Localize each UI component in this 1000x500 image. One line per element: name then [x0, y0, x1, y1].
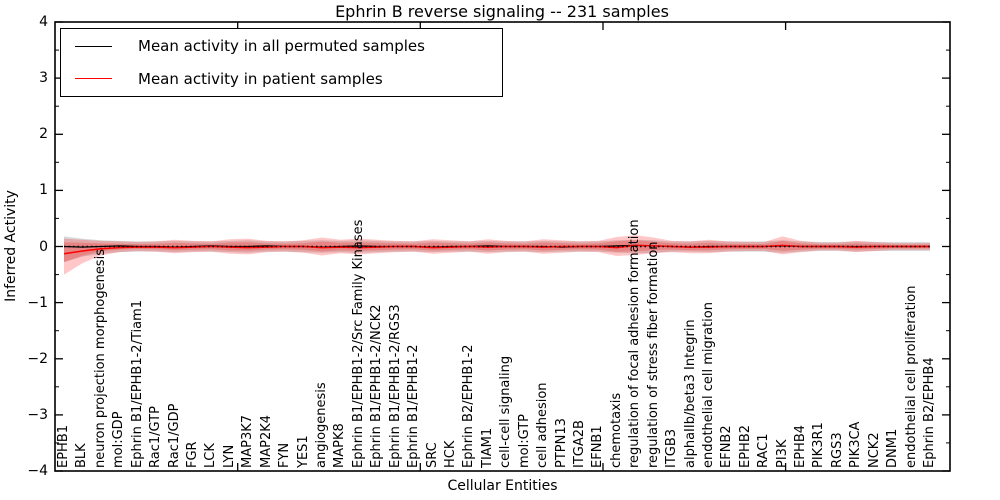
x-tick-label: RAC1: [756, 433, 772, 468]
x-tick-label: PI3K: [774, 439, 790, 468]
x-tick-label: angiogenesis: [314, 382, 329, 468]
y-tick-label: −1: [27, 295, 48, 311]
x-tick-label: Ephrin B1/EPHB1-2/NCK2: [369, 304, 385, 468]
x-tick-label: FGR: [185, 441, 200, 468]
x-tick-label: Rac1/GTP: [148, 406, 164, 468]
x-tick-label: PIK3R1: [811, 422, 827, 468]
x-tick-label: chemotaxis: [608, 392, 624, 468]
x-tick-label: MAP2K4: [258, 414, 274, 468]
y-tick-label: 4: [39, 14, 48, 30]
x-tick-label: Rac1/GDP: [166, 403, 182, 468]
x-tick-label: LCK: [203, 443, 219, 468]
x-tick-label: Ephrin B2/EPHB4: [922, 357, 937, 468]
x-tick-label: BLK: [74, 443, 90, 468]
x-tick-label: mol:GTP: [516, 414, 532, 468]
x-tick-label: HCK: [442, 440, 458, 468]
x-tick-label: DNM1: [885, 428, 901, 468]
chart-title: Ephrin B reverse signaling -- 231 sample…: [335, 2, 669, 21]
y-tick-label: −3: [27, 407, 48, 423]
x-tick-label: LYN: [221, 444, 237, 468]
x-tick-label: EPHB4: [793, 424, 808, 468]
x-axis-label: Cellular Entities: [447, 478, 558, 494]
x-tick-label: Ephrin B2/EPHB1-2: [461, 344, 477, 468]
x-tick-label: TIAM1: [479, 427, 495, 468]
x-tick-label: Ephrin B1/EPHB1-2/Src Family Kinases: [350, 219, 366, 468]
x-tick-label: Ephrin B1/EPHB1-2/RGS3: [387, 304, 403, 468]
x-tick-label: YES1: [295, 435, 311, 468]
legend-line-sample-black: [75, 45, 112, 47]
x-tick-label: cell adhesion: [535, 382, 551, 468]
x-tick-label: PTPN13: [553, 418, 569, 468]
y-tick-label: 0: [39, 239, 48, 255]
legend: Mean activity in all permuted samples Me…: [60, 28, 503, 97]
y-tick-label: 2: [39, 126, 48, 142]
x-tick-label: alphaIIb/beta3 Integrin: [682, 319, 698, 468]
x-tick-label: ITGA2B: [571, 420, 587, 468]
x-tick-label: EPHB2: [737, 424, 753, 468]
x-tick-label: EPHB1: [56, 424, 71, 468]
x-tick-label: mol:GDP: [111, 411, 127, 468]
x-tick-label: endothelial cell proliferation: [903, 285, 919, 469]
x-tick-label: RGS3: [829, 432, 845, 468]
y-tick-label: −2: [27, 351, 48, 367]
x-tick-label: neuron projection morphogenesis: [92, 249, 108, 468]
legend-line-sample-red: [75, 78, 112, 80]
legend-label: Mean activity in patient samples: [138, 69, 383, 88]
x-tick-label: SRC: [424, 442, 440, 468]
x-tick-label: regulation of focal adhesion formation: [627, 219, 643, 468]
x-tick-label: endothelial cell migration: [700, 302, 716, 468]
legend-item-permuted: Mean activity in all permuted samples: [61, 31, 502, 61]
x-tick-label: EFNB2: [719, 425, 735, 468]
y-tick-label: −4: [27, 463, 48, 479]
legend-item-patient: Mean activity in patient samples: [61, 64, 502, 94]
x-tick-label: FYN: [277, 442, 293, 468]
y-tick-label: 1: [39, 182, 48, 198]
x-tick-label: MAPK8: [332, 423, 348, 468]
x-tick-label: NCK2: [866, 432, 882, 468]
x-tick-label: regulation of stress fiber formation: [645, 241, 661, 468]
x-tick-label: cell-cell signaling: [498, 355, 514, 468]
x-tick-label: PIK3CA: [848, 421, 864, 468]
x-tick-label: Ephrin B1/EPHB1-2: [406, 344, 422, 468]
x-tick-label: Ephrin B1/EPHB1-2/Tiam1: [129, 299, 145, 468]
x-tick-label: ITGB3: [664, 428, 679, 468]
x-tick-label: EFNB1: [590, 425, 606, 468]
x-tick-label: MAP3K7: [240, 414, 256, 468]
legend-label: Mean activity in all permuted samples: [138, 37, 425, 56]
y-tick-label: 3: [39, 70, 48, 86]
